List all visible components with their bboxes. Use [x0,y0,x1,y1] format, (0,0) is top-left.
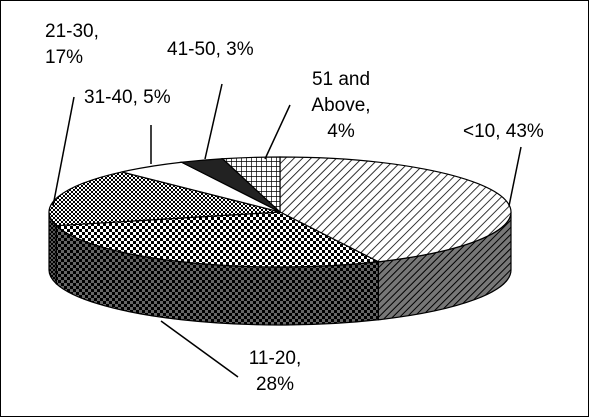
slice-label-41-50: 41-50, 3% [167,39,254,60]
slice-label-21-30: 21-30, 17% [45,21,99,68]
slice-label-51-and-above: 51 and Above, 4% [311,69,370,142]
slice-label-11-20: 11-20, 28% [249,348,301,395]
slice-labels: <10, 43% 11-20, 28% 21-30, 17% 31-40, 5% 41-50… [45,21,544,395]
pie-tops [48,156,512,268]
leader-line [204,83,223,160]
pie-sides [48,211,512,326]
leader-line [264,104,291,160]
slice--10 [279,156,512,263]
slice-21-30 [48,171,281,227]
slice-51-and-above [221,156,281,214]
slice-label--10: <10, 43% [463,121,544,142]
leader-line [52,96,75,207]
slice-11-20 [54,211,381,268]
leader-line [160,320,239,378]
leader-lines [52,83,522,378]
slice-label-31-40: 31-40, 5% [84,87,171,108]
leader-line [508,146,522,207]
